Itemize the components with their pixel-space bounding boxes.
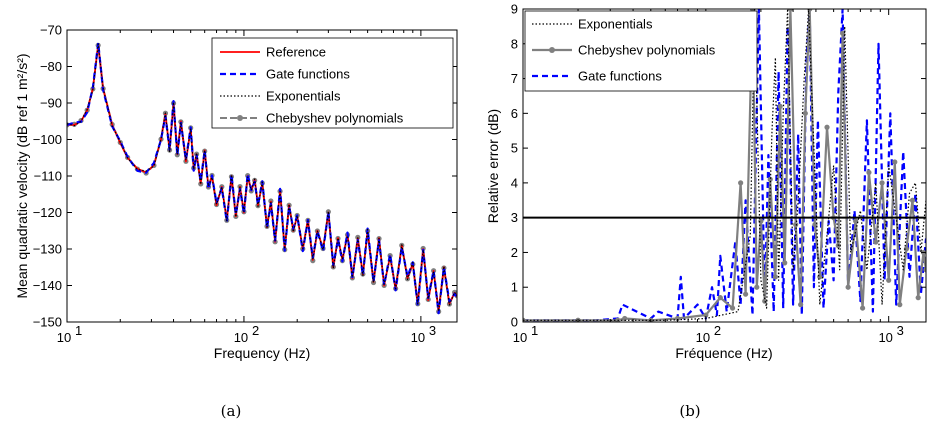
x-tick-exponent: 3 (429, 323, 436, 338)
data-point (845, 284, 851, 290)
y-tick-label: −90 (40, 96, 62, 111)
x-tick-exponent: 3 (897, 323, 904, 338)
y-axis-label-b: Relative error (dB) (485, 109, 501, 223)
y-tick-label: 1 (511, 280, 518, 295)
x-tick-exponent: 1 (75, 323, 82, 338)
data-point (754, 284, 760, 290)
data-point (909, 197, 916, 203)
data-point (879, 180, 885, 186)
x-ticks-a: 10 1 10 2 10 3 (57, 30, 436, 345)
data-point (743, 291, 749, 297)
x-tick-label: 10 (696, 330, 710, 345)
data-point (915, 295, 921, 301)
data-point (717, 295, 723, 301)
y-tick-label: −70 (40, 23, 62, 38)
x-axis-label-b: Fréquence (Hz) (675, 345, 772, 361)
y-tick-label: −110 (34, 169, 62, 184)
legend-marker (237, 115, 243, 121)
x-tick-label: 10 (513, 330, 527, 345)
data-point (738, 180, 744, 186)
x-tick-exponent: 1 (531, 323, 538, 338)
series-group-a (67, 41, 457, 315)
axes-frame-b (522, 8, 927, 323)
x-tick-label: 10 (411, 330, 425, 345)
data-point (859, 305, 866, 311)
series-group-b (523, 9, 926, 322)
legend-marker (549, 47, 555, 53)
data-point (923, 267, 926, 273)
data-point (798, 302, 804, 308)
data-point (777, 103, 783, 109)
data-point (840, 30, 846, 36)
x-tick-label: 10 (878, 330, 892, 345)
data-point (903, 246, 909, 252)
y-ticks-a: −150 −140 −130 −120 −110 −100 −90 −80 −70 (33, 23, 457, 330)
y-tick-label: 8 (511, 36, 518, 51)
x-axis-label-a: Frequency (Hz) (214, 345, 310, 361)
series-line-gate-functions (523, 9, 926, 322)
series-line-chebyshev-polynomials (523, 9, 926, 322)
legend-label: Exponentials (578, 17, 653, 32)
y-tick-label: 3 (511, 210, 518, 225)
y-tick-label: 4 (511, 175, 518, 190)
y-tick-label: 7 (511, 71, 518, 86)
series-line-exponentials (67, 43, 457, 312)
legend-label: Exponentials (266, 89, 341, 104)
x-tick-label: 10 (234, 330, 248, 345)
y-tick-label: 0 (511, 315, 518, 330)
data-point (729, 305, 736, 311)
data-point (824, 124, 830, 130)
y-tick-label: −100 (33, 132, 62, 147)
data-point (772, 274, 778, 280)
x-tick-exponent: 2 (252, 323, 259, 338)
y-tick-label: 5 (511, 141, 518, 156)
data-point (802, 110, 808, 116)
data-point (703, 312, 709, 318)
y-tick-label: −140 (33, 278, 62, 293)
data-point (762, 298, 768, 304)
x-ticks-b: 10 1 10 2 10 3 (513, 9, 904, 345)
data-point (853, 218, 859, 224)
data-point (782, 260, 788, 266)
legend-label: Chebyshev polynomials (266, 111, 404, 126)
data-point (892, 159, 898, 165)
data-point (897, 302, 903, 308)
y-tick-label: 9 (511, 2, 518, 17)
data-point (622, 315, 628, 322)
data-point (886, 277, 892, 283)
legend-label: Gate functions (578, 69, 662, 84)
legend-b: Exponentials Chebyshev polynomials Gate fu… (524, 10, 758, 92)
y-tick-label: 2 (511, 245, 518, 260)
data-point (787, 9, 793, 12)
y-axis-label-a: Mean quadratic velocity (dB ref 1 m²/s²) (14, 53, 30, 298)
y-tick-label: −130 (33, 242, 62, 257)
data-point (873, 239, 879, 245)
panel-a: −150 −140 −130 −120 −110 −100 −90 −80 −70 10 1 10 2… (14, 23, 458, 420)
x-tick-exponent: 2 (714, 323, 721, 338)
x-tick-label: 10 (57, 330, 71, 345)
y-tick-label: −120 (33, 205, 62, 220)
data-point (767, 176, 773, 183)
legend-label: Chebyshev polynomials (578, 43, 716, 58)
data-point (866, 169, 872, 176)
legend-box-a (211, 37, 454, 129)
legend-label: Reference (266, 45, 326, 60)
panel-label-a: (a) (221, 402, 242, 420)
data-point (793, 222, 799, 228)
panel-label-b: (b) (679, 402, 700, 420)
y-tick-label: −80 (40, 59, 62, 74)
y-ticks-b: 0 1 2 3 4 5 6 7 8 9 (511, 2, 926, 330)
data-point (674, 315, 681, 322)
y-tick-label: 6 (511, 106, 518, 121)
data-point (817, 274, 823, 280)
legend-a: Reference Gate functions Exponentials Cheby… (211, 37, 454, 129)
legend-label: Gate functions (266, 67, 350, 82)
y-tick-label: −150 (33, 315, 62, 330)
